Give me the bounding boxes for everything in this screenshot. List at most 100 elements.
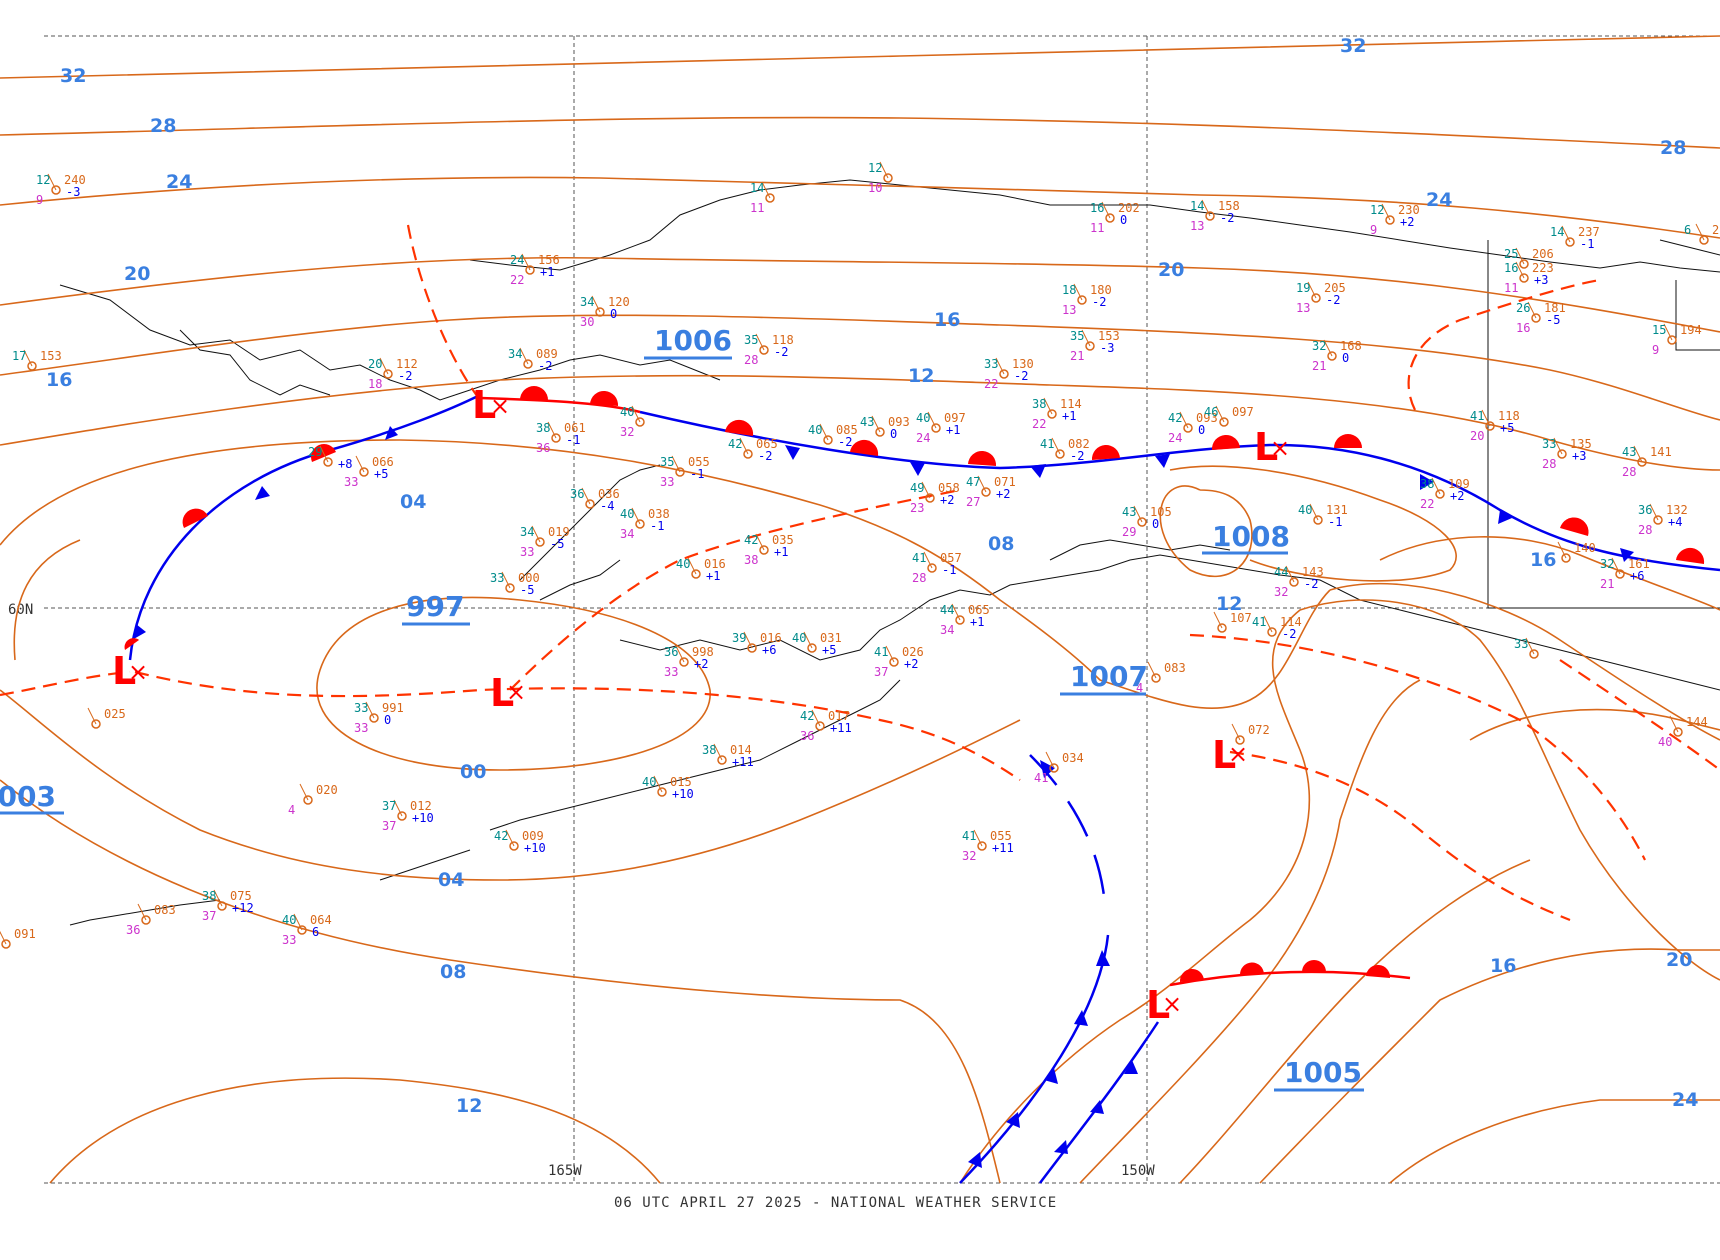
station-temperature: 35: [660, 455, 674, 469]
wind-barb: [1263, 615, 1273, 633]
wind-barb: [671, 455, 681, 473]
station-pressure: 230: [1398, 203, 1420, 217]
station-plot: 15 194 9: [1652, 323, 1702, 357]
station-plot: 40 031+5: [792, 631, 842, 657]
wind-barb: [1081, 329, 1091, 347]
station-pressure: 130: [1012, 357, 1034, 371]
station-plot: 26 181 16 -5: [1516, 301, 1566, 335]
wind-barb: [1179, 411, 1189, 429]
station-circle: [1699, 235, 1709, 245]
station-pressure-change: -2: [774, 345, 788, 359]
station-circle: [551, 433, 561, 443]
station-circle: [505, 583, 515, 593]
station-pressure: 205: [1324, 281, 1346, 295]
wind-barb: [885, 645, 895, 663]
station-plot: 42 017 36 +11: [800, 709, 852, 743]
station-plot: 072: [1231, 723, 1270, 745]
station-dewpoint: 21: [1312, 359, 1326, 373]
lon-label-165w: 165W: [548, 1163, 582, 1179]
station-circle: [369, 713, 379, 723]
station-pressure-change: +1: [970, 615, 984, 629]
station-plot: 33 000-5: [490, 571, 540, 597]
station-plot: 38 075 37 +12: [202, 889, 254, 923]
pressure-center-997: 997: [406, 590, 464, 623]
wind-barb: [923, 551, 933, 569]
station-pressure: 061: [564, 421, 586, 435]
station-temperature: 17: [12, 349, 26, 363]
station-plot: 18 180 13 -2: [1062, 283, 1112, 317]
low-x-5: ×: [1228, 740, 1248, 768]
station-dewpoint: 37: [874, 665, 888, 679]
station-plot: 41 118 20 +5: [1470, 409, 1520, 443]
station-pressure: 140: [1574, 541, 1596, 555]
wind-barb: [1633, 445, 1643, 463]
station-circle: [1205, 211, 1215, 221]
station-pressure: 109: [1448, 477, 1470, 491]
wind-barb: [1307, 281, 1317, 299]
station-plot: 41 055 32 +11: [962, 829, 1014, 863]
wind-barb: [1045, 751, 1055, 769]
station-circle: [51, 185, 61, 195]
station-pressure-change: -2: [838, 435, 852, 449]
wind-barb: [1231, 723, 1241, 741]
station-plot: 46 097: [1204, 405, 1254, 427]
wind-barb: [927, 411, 937, 429]
station-circle: [955, 615, 965, 625]
station-dewpoint: 20: [1470, 429, 1484, 443]
station-pressure: 089: [536, 347, 558, 361]
station-circle: [1085, 341, 1095, 351]
station-pressure: 009: [522, 829, 544, 843]
station-dewpoint: 13: [1296, 301, 1310, 315]
station-plot: 35 153 21 -3: [1070, 329, 1120, 363]
station-pressure-change: 0: [1120, 213, 1127, 227]
wind-barb: [1611, 557, 1621, 575]
station-dewpoint: 33: [344, 475, 358, 489]
station-temperature: 19: [1296, 281, 1310, 295]
station-plot: 066 33 +5: [344, 455, 394, 489]
station-plot: 091: [0, 927, 36, 949]
station-plot: 034 41: [1034, 751, 1084, 785]
cold-front-west: [124, 393, 481, 661]
station-pressure-change: 0: [610, 307, 617, 321]
station-circle: [807, 643, 817, 653]
cold-front-south: [959, 754, 1160, 1184]
station-pressure-change: -2: [398, 369, 412, 383]
station-temperature: 44: [1274, 565, 1288, 579]
wind-barb: [87, 707, 97, 725]
station-temperature: 40: [620, 507, 634, 521]
station-pressure-change: -2: [1014, 369, 1028, 383]
station-pressure: 057: [940, 551, 962, 565]
station-pressure-change: +11: [992, 841, 1014, 855]
warm-front-south: [1169, 960, 1411, 987]
station-temperature: 46: [1204, 405, 1218, 419]
station-plot: 140: [1557, 541, 1596, 563]
station-dewpoint: 13: [1062, 303, 1076, 317]
station-pressure-change: -2: [1220, 211, 1234, 225]
station-dewpoint: 38: [744, 553, 758, 567]
isobar-label: 20: [124, 263, 150, 285]
station-temperature: 40: [1298, 503, 1312, 517]
wind-barb: [921, 481, 931, 499]
station-plot: 40 097 24 +1: [916, 411, 966, 445]
wind-barb: [137, 903, 147, 921]
station-temperature: 43: [860, 415, 874, 429]
station-temperature: 40: [792, 631, 806, 645]
station-pressure: 064: [310, 913, 332, 927]
station-pressure-change: +2: [996, 487, 1010, 501]
station-circle: [1327, 351, 1337, 361]
station-dewpoint: 4: [288, 803, 295, 817]
station-dewpoint: 18: [368, 377, 382, 391]
station-circle: [747, 643, 757, 653]
station-temperature: 36: [1638, 503, 1652, 517]
isobar-label: 04: [438, 869, 464, 891]
wind-barb: [1147, 661, 1157, 679]
station-pressure: 114: [1280, 615, 1302, 629]
station-pressure: 105: [1150, 505, 1172, 519]
isobar-label: 04: [400, 491, 426, 513]
station-pressure: 118: [1498, 409, 1520, 423]
pressure-center-1008: 1008: [1212, 520, 1290, 553]
station-circle: [1047, 409, 1057, 419]
station-plot: 36 998 33 +2: [664, 645, 714, 679]
